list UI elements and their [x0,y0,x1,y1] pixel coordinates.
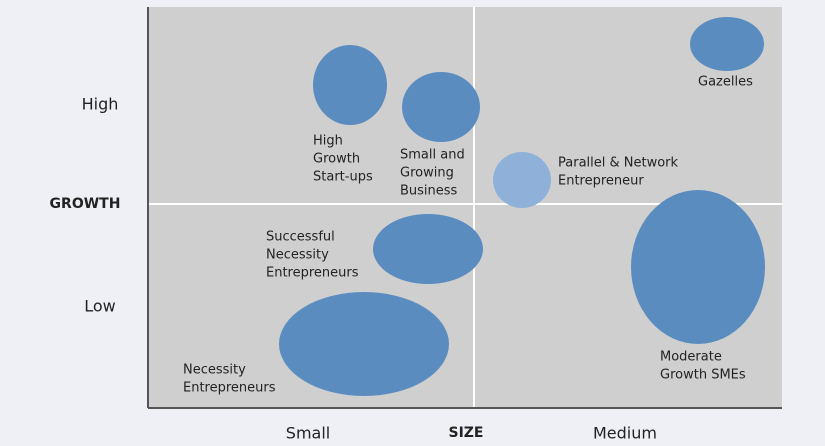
bubble [402,72,480,142]
node-label: Start-ups [313,170,373,185]
node-label: Growth [313,152,360,167]
node-label: Entrepreneur [558,174,644,189]
node-label: Parallel & Network [558,156,679,171]
y-label: High [82,95,119,114]
y-title: GROWTH [50,196,121,212]
y-label: Low [84,297,116,316]
bubble [373,214,483,284]
bubble [313,45,387,125]
node-label: Gazelles [698,75,753,90]
bubble [493,152,551,208]
node-label: Successful [266,230,335,245]
node-label: Business [400,184,458,199]
node-label: Entrepreneurs [183,381,276,396]
node-label: Entrepreneurs [266,266,359,281]
x-label: Small [286,424,330,443]
x-label: Medium [593,424,657,443]
bubble [631,190,765,344]
node-label: Growing [400,166,454,181]
node-label: Small and [400,148,465,163]
x-title: SIZE [448,425,483,441]
node-label: Necessity [266,248,329,263]
bubble [690,17,764,71]
node-label: Growth SMEs [660,368,746,383]
node-label: High [313,134,343,149]
node-label: Necessity [183,363,246,378]
node-label: Moderate [660,350,722,365]
bubble [279,292,449,396]
